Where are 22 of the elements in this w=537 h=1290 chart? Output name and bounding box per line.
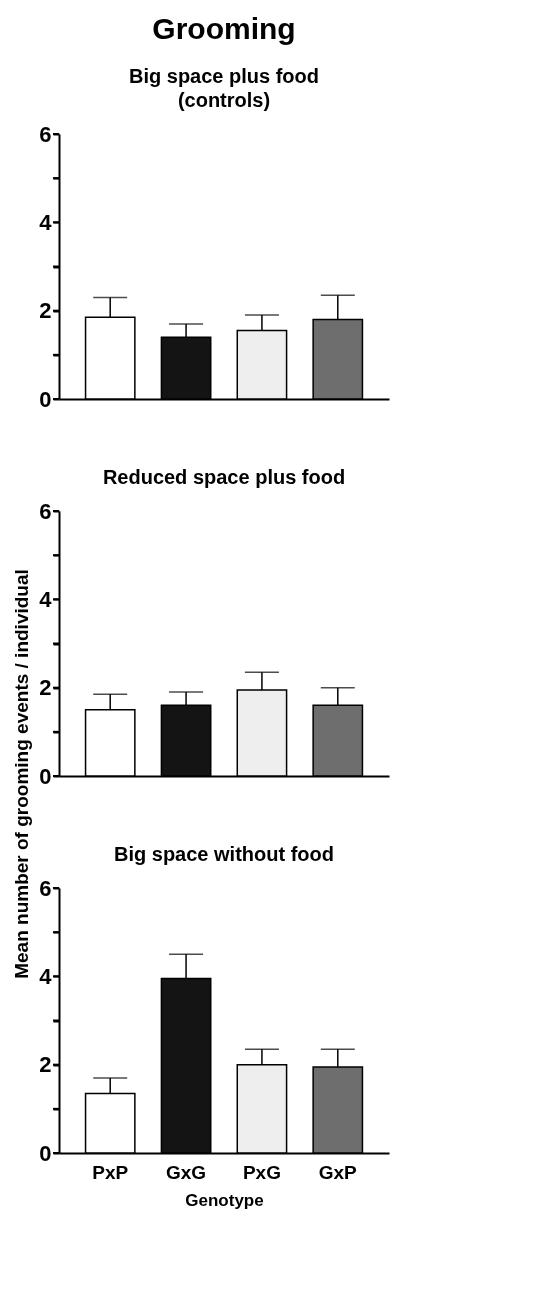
chart-title: Reduced space plus food [102, 466, 346, 488]
y-tick-label: 0 [39, 763, 52, 789]
chart-title: Big space without food [114, 843, 334, 865]
y-tick-label: 4 [39, 209, 53, 235]
y-tick-label: 6 [39, 875, 52, 901]
x-tick-label: GxP [318, 1161, 358, 1183]
y-tick-label: 2 [39, 675, 52, 701]
x-axis-title: Genotype [185, 1190, 264, 1210]
chart-title: Grooming [152, 12, 296, 45]
x-tick-label: PxP [92, 1161, 129, 1183]
x-tick-label: PxG [242, 1161, 281, 1183]
y-axis-title: Mean number of grooming events / individual [11, 569, 32, 979]
y-tick-label: 6 [39, 121, 52, 147]
y-tick-label: 0 [39, 1140, 52, 1166]
y-tick-label: 4 [39, 963, 53, 989]
y-tick-label: 0 [39, 386, 52, 412]
y-tick-label: 4 [39, 586, 53, 612]
y-tick-label: 2 [39, 1052, 52, 1078]
y-tick-label: 6 [39, 498, 52, 524]
y-tick-label: 2 [39, 298, 52, 324]
chart-subtitle: Big space plus food (controls) [128, 65, 320, 111]
x-tick-label: GxG [166, 1161, 207, 1183]
